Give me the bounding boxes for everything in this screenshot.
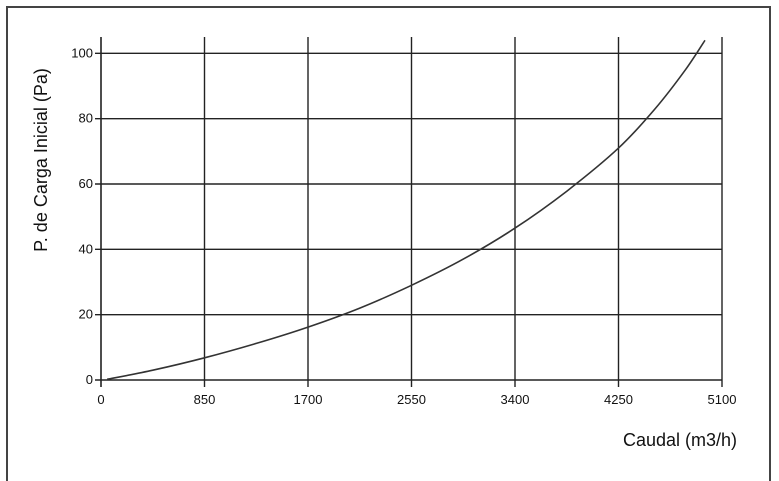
x-tick-label: 3400 xyxy=(501,392,530,407)
y-tick-label: 0 xyxy=(86,372,93,387)
x-tick-label: 0 xyxy=(97,392,104,407)
y-tick-label: 40 xyxy=(79,241,93,256)
chart-frame xyxy=(6,6,771,481)
y-tick-label: 60 xyxy=(79,176,93,191)
x-tick-label: 5100 xyxy=(708,392,737,407)
tick-labels: 0 850 1700 2550 3400 4250 5100 0 20 40 60 80 100 xyxy=(71,45,736,407)
x-axis-label: Caudal (m3/h) xyxy=(623,430,737,450)
y-tick-label: 80 xyxy=(79,111,93,126)
x-tick-label: 2550 xyxy=(397,392,426,407)
series-layer xyxy=(106,39,706,381)
axes xyxy=(95,37,722,387)
x-tick-label: 1700 xyxy=(294,392,323,407)
y-tick-label: 20 xyxy=(79,307,93,322)
y-tick-label: 100 xyxy=(71,45,93,60)
x-tick-label: 850 xyxy=(194,392,216,407)
x-tick-label: 4250 xyxy=(604,392,633,407)
grid xyxy=(95,37,723,387)
y-axis-label: P. de Carga Inicial (Pa) xyxy=(31,68,51,252)
series-line xyxy=(106,39,706,381)
